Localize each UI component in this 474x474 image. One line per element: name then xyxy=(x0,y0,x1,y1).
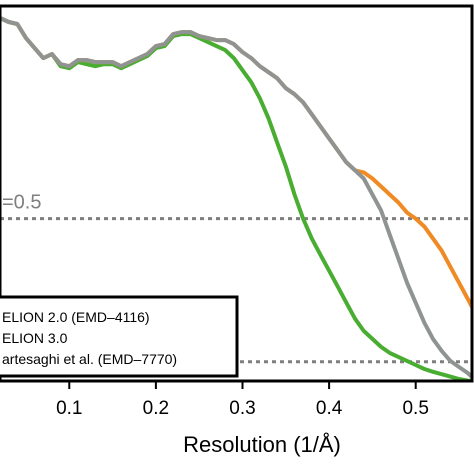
series-line-1 xyxy=(0,16,472,379)
plot-border xyxy=(0,4,474,383)
x-axis-label: Resolution (1/Å) xyxy=(183,432,341,457)
legend-entry-label: artesaghi et al. (EMD–7770) xyxy=(2,351,177,367)
series-line-2 xyxy=(0,16,472,381)
legend-entry-label: ELION 2.0 (EMD–4116) xyxy=(2,309,150,325)
legend-box xyxy=(0,295,239,378)
legend-entry-label: ELION 3.0 xyxy=(2,330,68,346)
plot-frame xyxy=(0,4,474,383)
x-tick-label: 0.2 xyxy=(143,398,169,419)
x-tick-label: 0.5 xyxy=(402,398,428,419)
x-axis: =0.5 0.1 0.2 0.3 0.4 0.5 xyxy=(2,192,429,419)
x-tick-label: 0.3 xyxy=(229,398,255,419)
x-tick-label: 0.1 xyxy=(56,398,82,419)
reference-line-label: =0.5 xyxy=(2,192,41,214)
x-tick-label: 0.4 xyxy=(316,398,343,419)
legend: ELION 2.0 (EMD–4116) ELION 3.0 artesaghi e… xyxy=(0,295,239,378)
series-lines xyxy=(0,16,472,381)
